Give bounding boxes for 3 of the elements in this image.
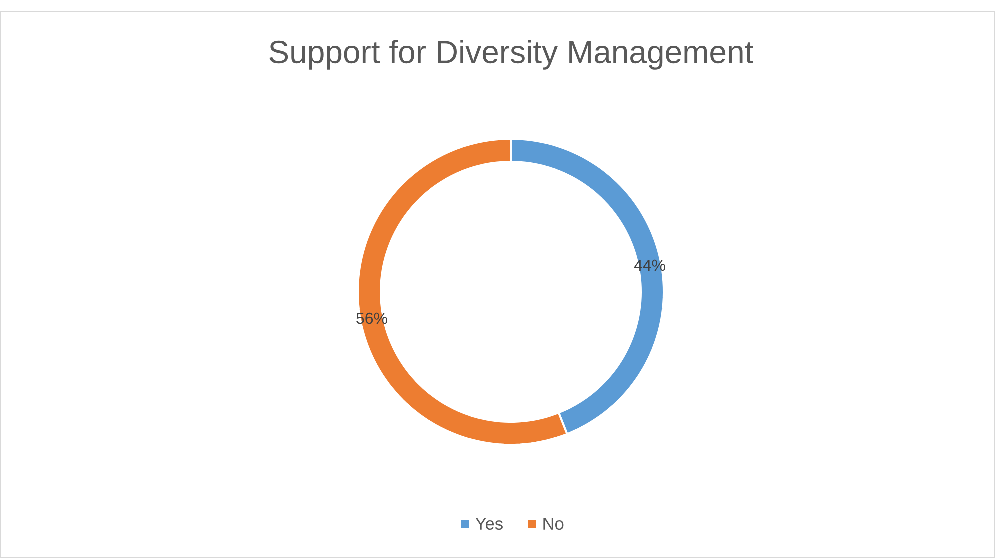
legend-label: No [544,518,564,530]
chart-title: Support for Diversity Management [270,40,754,70]
legend-label: Yes [476,518,503,530]
